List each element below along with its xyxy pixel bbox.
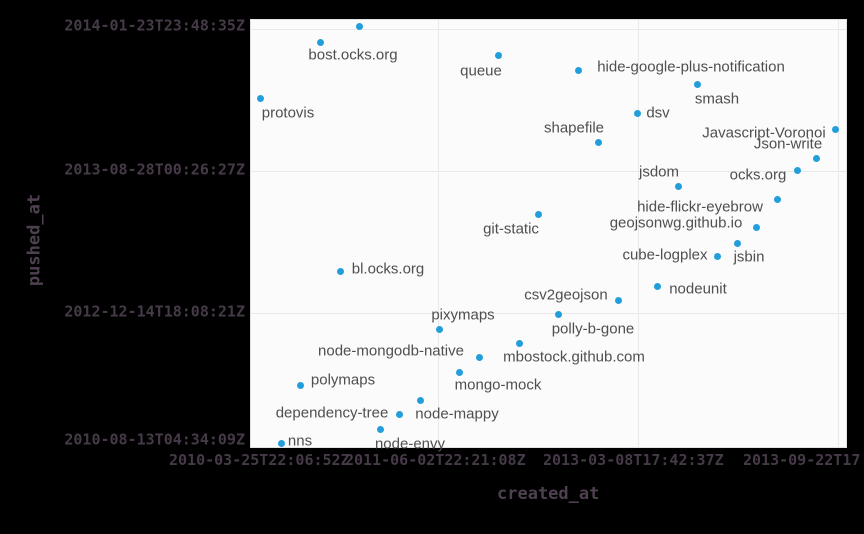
- point-label: geojsonwg.github.io: [609, 214, 743, 232]
- x-axis-tick-label: 2013-03-08T17:42:37Z: [543, 451, 724, 469]
- data-point[interactable]: [355, 22, 363, 30]
- data-point[interactable]: [773, 195, 781, 203]
- vertical-gridline: [838, 20, 839, 447]
- y-axis-tick-label: 2010-08-13T04:34:09Z: [64, 430, 245, 449]
- data-point[interactable]: [594, 138, 602, 146]
- data-point[interactable]: [752, 223, 760, 231]
- point-label: nns: [287, 432, 313, 450]
- horizontal-gridline: [251, 29, 846, 30]
- point-label: nodeunit: [669, 280, 727, 298]
- x-axis-title: created_at: [497, 484, 600, 504]
- point-label: pixymaps: [431, 306, 495, 324]
- data-point[interactable]: [733, 239, 741, 247]
- data-point[interactable]: [296, 381, 304, 389]
- data-point[interactable]: [713, 252, 721, 260]
- data-point[interactable]: [831, 125, 839, 133]
- data-point[interactable]: [812, 154, 820, 162]
- y-axis-title: pushed_at: [24, 193, 45, 287]
- point-label: git-static: [483, 220, 539, 238]
- data-point[interactable]: [574, 66, 582, 74]
- point-label: queue: [460, 62, 502, 80]
- horizontal-gridline: [251, 171, 846, 172]
- point-label: smash: [694, 90, 740, 108]
- point-label: Json-write: [753, 135, 823, 153]
- data-point[interactable]: [674, 182, 682, 190]
- point-label: dependency-tree: [275, 404, 389, 422]
- data-point[interactable]: [435, 325, 443, 333]
- plot-area: bost.ocks.org protovis queue hide-google-pl…: [250, 19, 847, 452]
- data-point[interactable]: [515, 339, 523, 347]
- point-label: node-mongodb-native: [318, 342, 464, 360]
- point-label: node-envy: [374, 435, 446, 453]
- point-label: shapefile: [543, 119, 605, 137]
- point-label: mongo-mock: [454, 376, 542, 394]
- point-label: jsbin: [733, 248, 765, 266]
- point-label: csv2geojson: [524, 286, 608, 304]
- horizontal-gridline: [251, 313, 846, 314]
- data-point[interactable]: [633, 109, 641, 117]
- point-label: ocks.org: [729, 166, 787, 184]
- point-label: cube-logplex: [622, 246, 708, 264]
- data-point[interactable]: [455, 368, 463, 376]
- point-label: jsdom: [638, 163, 680, 181]
- data-point[interactable]: [494, 51, 502, 59]
- point-label: hide-google-plus-notification: [597, 58, 785, 76]
- data-point[interactable]: [395, 410, 403, 418]
- point-label: Javascript-Voronoi: [702, 124, 826, 142]
- data-point[interactable]: [376, 425, 384, 433]
- y-axis-tick-label: 2014-01-23T23:48:35Z: [64, 16, 245, 35]
- x-axis-tick-label: 2013-09-22T17: [743, 451, 861, 469]
- point-label: bl.ocks.org: [351, 260, 425, 278]
- data-point[interactable]: [693, 80, 701, 88]
- vertical-gridline: [638, 20, 639, 447]
- point-label: hide-flickr-eyebrow: [637, 198, 763, 216]
- data-point[interactable]: [554, 310, 562, 318]
- data-point[interactable]: [316, 38, 324, 46]
- y-axis-tick-label: 2013-08-28T00:26:27Z: [64, 160, 245, 179]
- data-point[interactable]: [416, 396, 424, 404]
- data-point[interactable]: [793, 166, 801, 174]
- point-label: mbostock.github.com: [503, 348, 645, 366]
- vertical-gridline: [438, 20, 439, 447]
- point-label: polymaps: [310, 371, 376, 389]
- point-label: node-mappy: [415, 405, 499, 423]
- data-point[interactable]: [534, 210, 542, 218]
- data-point[interactable]: [256, 94, 264, 102]
- data-point[interactable]: [475, 353, 483, 361]
- data-point[interactable]: [336, 267, 344, 275]
- data-point[interactable]: [614, 296, 622, 304]
- point-label: protovis: [261, 104, 315, 122]
- data-point[interactable]: [653, 282, 661, 290]
- point-label: polly-b-gone: [551, 320, 635, 338]
- x-axis-tick-label: 2010-03-25T22:06:52Z: [169, 451, 350, 469]
- x-axis-tick-label: 2011-06-02T22:21:08Z: [345, 451, 526, 469]
- point-label: bost.ocks.org: [308, 46, 398, 64]
- point-label: dsv: [646, 104, 670, 122]
- y-axis-tick-label: 2012-12-14T18:08:21Z: [64, 302, 245, 321]
- data-point[interactable]: [277, 439, 285, 447]
